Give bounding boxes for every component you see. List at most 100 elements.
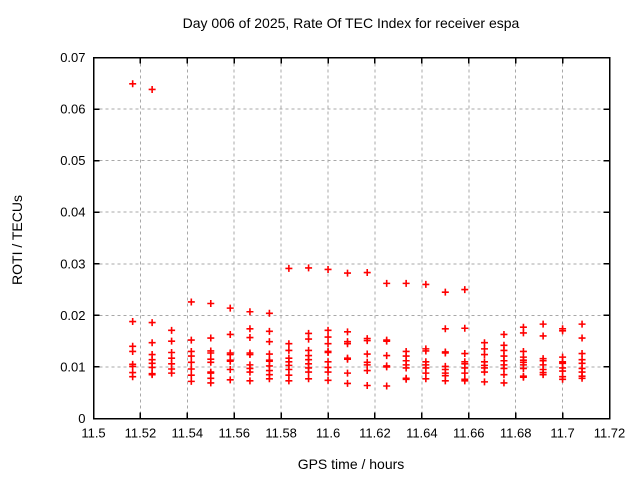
data-point <box>344 328 352 336</box>
data-point <box>422 375 430 383</box>
data-point <box>187 358 195 366</box>
x-tick-label: 11.64 <box>406 426 438 441</box>
data-point <box>344 369 352 377</box>
data-point <box>148 319 156 327</box>
data-point <box>324 340 332 348</box>
y-tick-label: 0.02 <box>60 308 85 323</box>
data-point <box>578 374 586 382</box>
data-point <box>500 379 508 387</box>
data-point <box>519 364 527 372</box>
data-point <box>441 288 449 296</box>
data-point <box>246 334 254 342</box>
data-point <box>383 363 391 371</box>
data-point <box>226 304 234 312</box>
data-point <box>305 335 313 343</box>
data-point <box>363 337 371 345</box>
data-point <box>246 325 254 333</box>
data-point <box>441 325 449 333</box>
data-point <box>363 367 371 375</box>
data-point <box>246 351 254 359</box>
data-point <box>461 369 469 377</box>
data-point <box>383 279 391 287</box>
y-tick-label: 0.06 <box>60 102 85 117</box>
data-point <box>324 348 332 356</box>
data-point <box>226 366 234 374</box>
data-point <box>129 80 137 88</box>
data-point <box>578 350 586 358</box>
data-point <box>148 85 156 93</box>
data-point <box>441 349 449 357</box>
data-point <box>265 338 273 346</box>
data-point <box>402 279 410 287</box>
y-tick-label: 0.03 <box>60 256 85 271</box>
data-point <box>187 298 195 306</box>
data-point <box>148 339 156 347</box>
data-point <box>207 334 215 342</box>
gridlines <box>93 57 610 419</box>
data-point <box>265 327 273 335</box>
data-point <box>324 376 332 384</box>
data-point <box>129 347 137 355</box>
data-point <box>285 264 293 272</box>
data-point <box>129 373 137 381</box>
data-point <box>265 375 273 383</box>
data-point <box>559 327 567 335</box>
plot-border <box>92 56 611 420</box>
data-point <box>500 371 508 379</box>
data-point <box>305 375 313 383</box>
x-tick-label: 11.72 <box>594 426 626 441</box>
data-point <box>148 371 156 379</box>
data-point <box>265 350 273 358</box>
data-point <box>207 379 215 387</box>
chart-title: Day 006 of 2025, Rate Of TEC Index for r… <box>182 15 520 31</box>
data-point <box>305 368 313 376</box>
data-point <box>461 324 469 332</box>
x-tick-label: 11.54 <box>172 426 204 441</box>
x-tick-label: 11.52 <box>125 426 157 441</box>
data-point <box>168 326 176 334</box>
data-point <box>187 365 195 373</box>
data-point <box>383 352 391 360</box>
data-point <box>461 350 469 358</box>
data-point <box>324 326 332 334</box>
data-point <box>383 382 391 390</box>
data-point <box>187 352 195 360</box>
data-point <box>578 334 586 342</box>
data-point <box>500 330 508 338</box>
data-point <box>363 381 371 389</box>
data-point <box>344 355 352 363</box>
y-tick-label: 0.05 <box>60 153 85 168</box>
x-tick-label: 11.62 <box>359 426 391 441</box>
data-point <box>207 299 215 307</box>
data-point <box>461 377 469 385</box>
data-point <box>187 336 195 344</box>
data-point <box>539 332 547 340</box>
data-point <box>480 339 488 347</box>
data-point <box>344 340 352 348</box>
data-point <box>246 308 254 316</box>
data-point <box>285 346 293 354</box>
data-point <box>402 375 410 383</box>
data-point <box>148 363 156 371</box>
data-point <box>168 337 176 345</box>
y-tick-label: 0.01 <box>60 359 85 374</box>
border-rect <box>92 56 611 420</box>
data-point <box>441 377 449 385</box>
data-point <box>129 318 137 326</box>
data-point <box>578 320 586 328</box>
data-point <box>344 269 352 277</box>
x-tick-label: 11.5 <box>81 426 105 441</box>
data-point <box>226 330 234 338</box>
y-tick-label: 0.07 <box>60 50 85 65</box>
data-point <box>461 286 469 294</box>
data-point <box>226 376 234 384</box>
data-point <box>363 269 371 277</box>
data-point <box>422 347 430 355</box>
data-point <box>363 350 371 358</box>
data-point <box>519 329 527 337</box>
x-tick-label: 11.66 <box>453 426 485 441</box>
x-axis-label: GPS time / hours <box>297 456 405 472</box>
data-point <box>207 349 215 357</box>
scatter-points <box>129 80 586 390</box>
